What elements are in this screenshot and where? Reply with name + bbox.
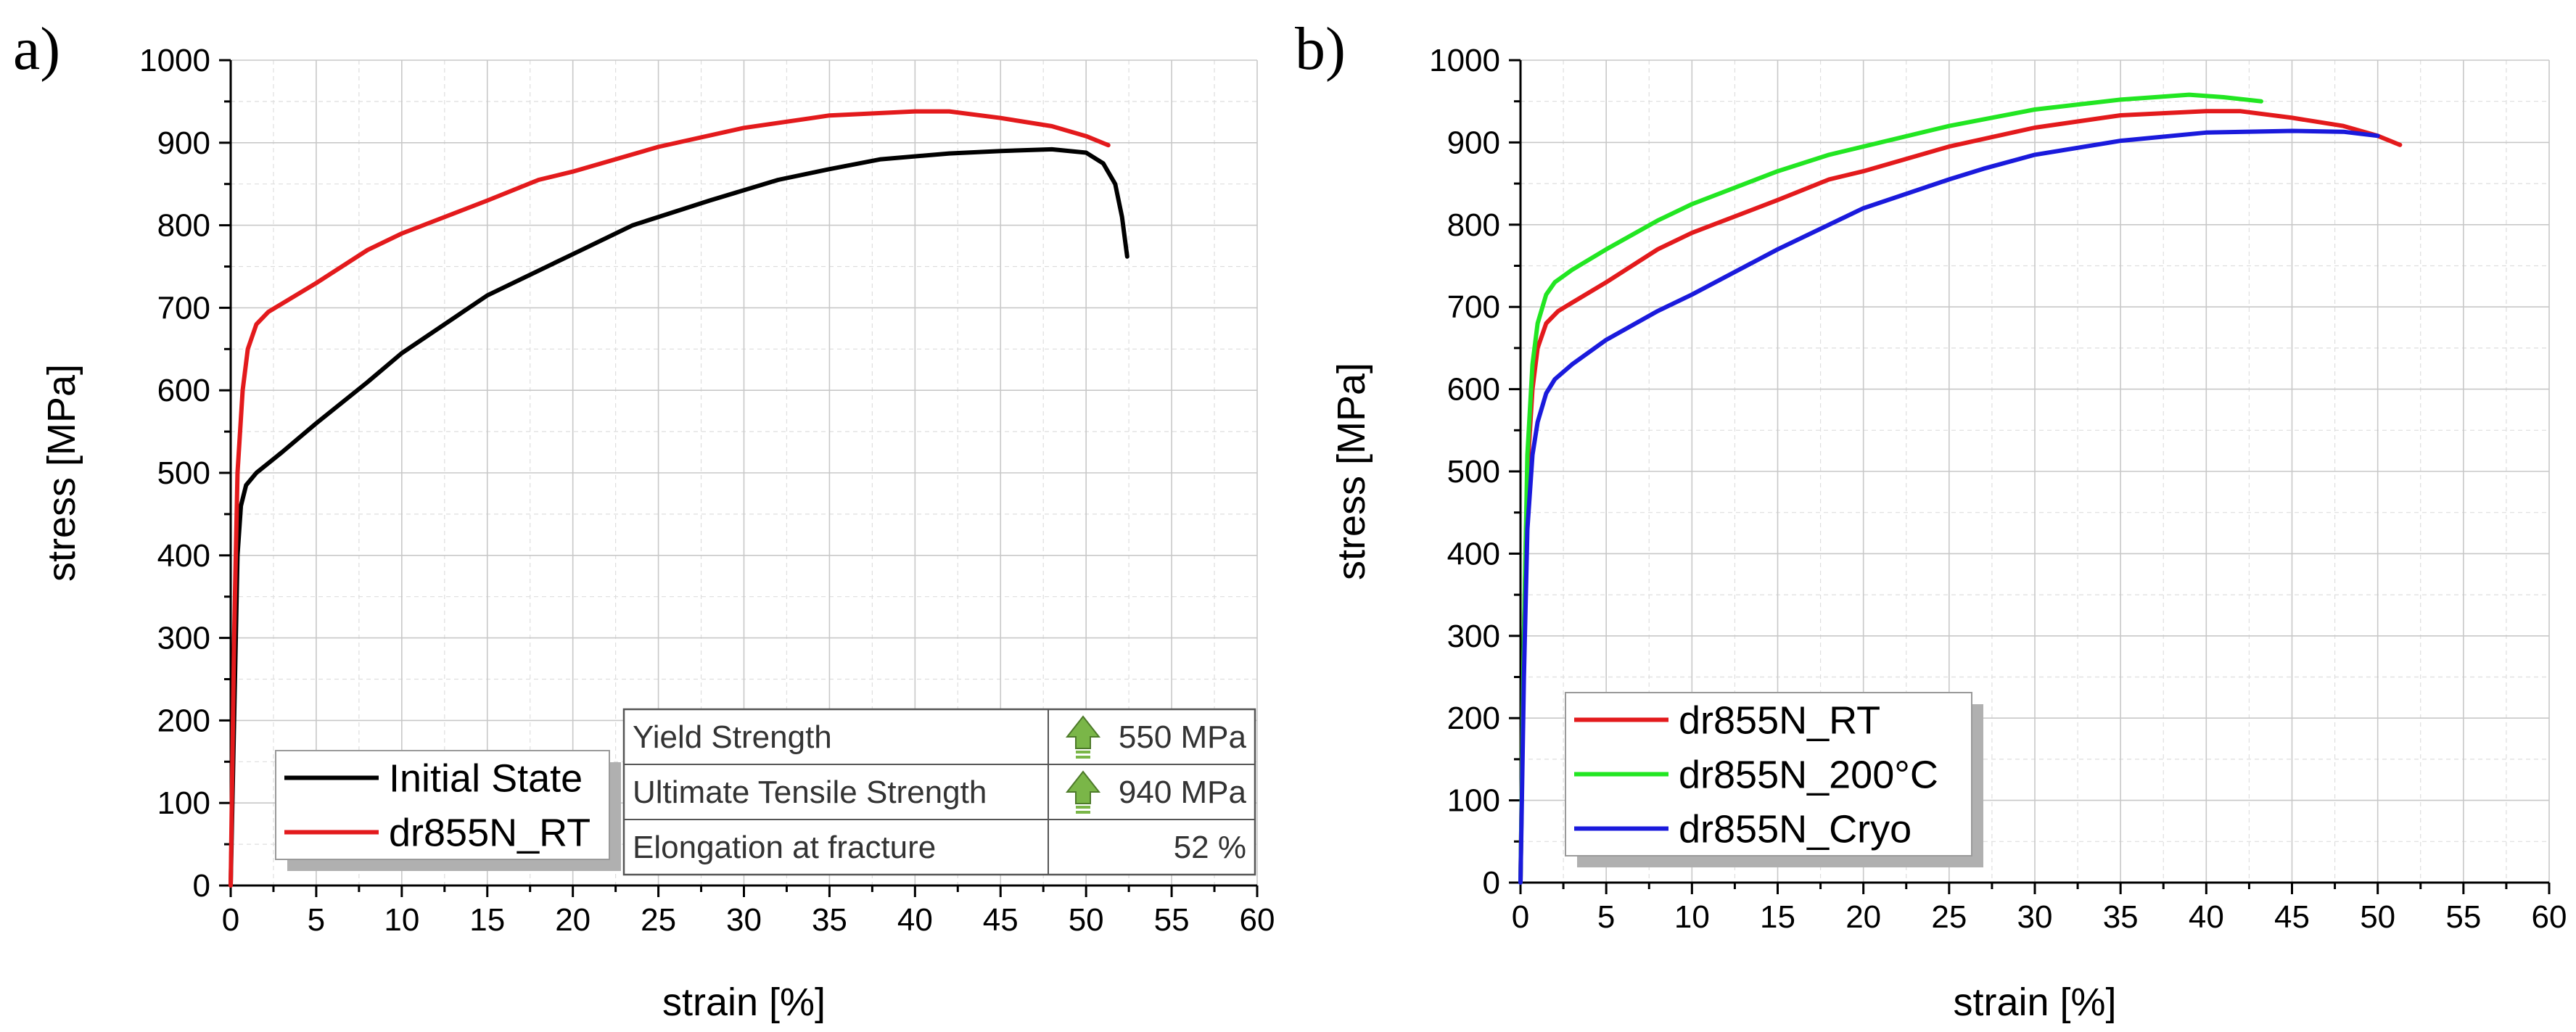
up-arrow-shape: [1065, 770, 1101, 804]
x-tick-label: 10: [384, 902, 419, 938]
x-tick-label: 40: [2189, 899, 2224, 935]
up-arrow-bar: [1076, 751, 1090, 754]
legend-label: dr855N_RT: [389, 812, 590, 855]
y-tick-label: 600: [157, 373, 210, 408]
x-tick-label: 30: [726, 902, 762, 938]
y-tick-label: 700: [1447, 289, 1500, 325]
y-tick-label: 800: [157, 208, 210, 244]
chart-panel-b: b)0 5 10 15 20 25 30 35 40 45 50 55 6001002003004005…: [1295, 15, 2567, 1024]
x-tick-label: 55: [1154, 902, 1190, 938]
ticks: 0 5 10 15 20 25 30 35 40 45 50 55 600100200300400500…: [1429, 43, 2567, 935]
legend-label: dr855N_Cryo: [1679, 808, 1912, 851]
y-tick-label: 800: [1447, 207, 1500, 243]
series-line-dr855n-200-c: [1518, 92, 2263, 885]
x-tick-label: 10: [1674, 899, 1710, 935]
y-tick-label: 200: [157, 703, 210, 738]
legend-label: Initial State: [389, 757, 583, 801]
y-tick-label: 900: [1447, 125, 1500, 160]
y-tick-label: 0: [1483, 865, 1500, 901]
up-arrow-bar: [1076, 811, 1090, 814]
y-tick-label: 1000: [139, 43, 210, 78]
x-tick-label: 60: [1240, 902, 1275, 938]
x-tick-label: 25: [641, 902, 676, 938]
x-tick-label: 45: [2274, 899, 2310, 935]
series-line-dr855n-cryo: [1518, 128, 2380, 885]
y-tick-label: 900: [157, 125, 210, 161]
up-arrow-icon: [1065, 715, 1101, 759]
series-line-dr855n-rt: [229, 109, 1111, 888]
x-tick-label: 0: [1512, 899, 1529, 935]
ticks: 0 5 10 15 20 25 30 35 40 45 50 55 600100200300400500…: [139, 43, 1275, 938]
x-tick-label: 20: [1845, 899, 1881, 935]
legend-box: [275, 750, 610, 860]
x-tick-label: 30: [2017, 899, 2053, 935]
x-tick-label: 0: [222, 902, 239, 938]
y-tick-label: 500: [1447, 454, 1500, 490]
panel-label: b): [1295, 15, 1346, 83]
chart-panel-a: a)0 5 10 15 20 25 30 35 40 45 50 55 6001002003004005…: [13, 15, 1275, 1024]
x-axis-title: strain [%]: [662, 981, 826, 1024]
table-border: [622, 708, 1256, 876]
x-tick-label: 50: [2360, 899, 2395, 935]
up-arrow-bar: [1076, 806, 1090, 809]
series-line-dr855n-rt: [1518, 109, 2403, 885]
x-tick-label: 45: [983, 902, 1019, 938]
table-value: 550 MPa: [1119, 719, 1247, 755]
x-tick-label: 20: [555, 902, 590, 938]
y-tick-label: 0: [193, 868, 210, 904]
x-tick-label: 15: [469, 902, 505, 938]
up-arrow-bar: [1076, 756, 1090, 759]
x-tick-label: 25: [1931, 899, 1967, 935]
y-axis-title: stress [MPa]: [40, 364, 83, 582]
x-tick-label: 40: [897, 902, 933, 938]
x-tick-label: 50: [1069, 902, 1104, 938]
y-axis-title: stress [MPa]: [1330, 363, 1373, 580]
y-tick-label: 1000: [1429, 43, 1500, 78]
x-tick-label: 5: [1597, 899, 1615, 935]
y-tick-label: 400: [1447, 536, 1500, 571]
y-tick-label: 300: [157, 621, 210, 656]
x-tick-label: 35: [2103, 899, 2139, 935]
legend-label: dr855N_RT: [1679, 699, 1880, 743]
y-tick-label: 400: [157, 538, 210, 574]
table-value: 940 MPa: [1119, 775, 1247, 810]
table-value: 52 %: [1174, 830, 1246, 865]
y-tick-label: 200: [1447, 701, 1500, 736]
properties-table: Yield Strength 550 MPa Ultimate Tensile St…: [622, 708, 1256, 876]
up-arrow-shape: [1065, 715, 1101, 749]
panel-label: a): [13, 15, 60, 83]
x-tick-label: 35: [812, 902, 847, 938]
x-tick-label: 60: [2532, 899, 2567, 935]
legend: dr855N_RT dr855N_200°C dr855N_Cryo: [1565, 692, 1983, 867]
y-tick-label: 500: [157, 455, 210, 491]
table-property: Elongation at fracture: [633, 830, 936, 865]
legend-label: dr855N_200°C: [1679, 754, 1938, 797]
x-tick-label: 5: [308, 902, 325, 938]
series-line-initial-state: [229, 146, 1129, 888]
up-arrow-icon: [1065, 770, 1101, 814]
y-tick-label: 100: [157, 785, 210, 821]
x-tick-label: 15: [1760, 899, 1795, 935]
x-axis-title: strain [%]: [1953, 981, 2116, 1024]
legend: Initial State dr855N_RT: [275, 750, 621, 871]
table-property: Ultimate Tensile Strength: [633, 775, 987, 810]
table-property: Yield Strength: [633, 719, 832, 755]
y-tick-label: 300: [1447, 619, 1500, 654]
y-tick-label: 100: [1447, 783, 1500, 819]
x-tick-label: 55: [2445, 899, 2481, 935]
y-tick-label: 600: [1447, 372, 1500, 408]
y-tick-label: 700: [157, 290, 210, 326]
